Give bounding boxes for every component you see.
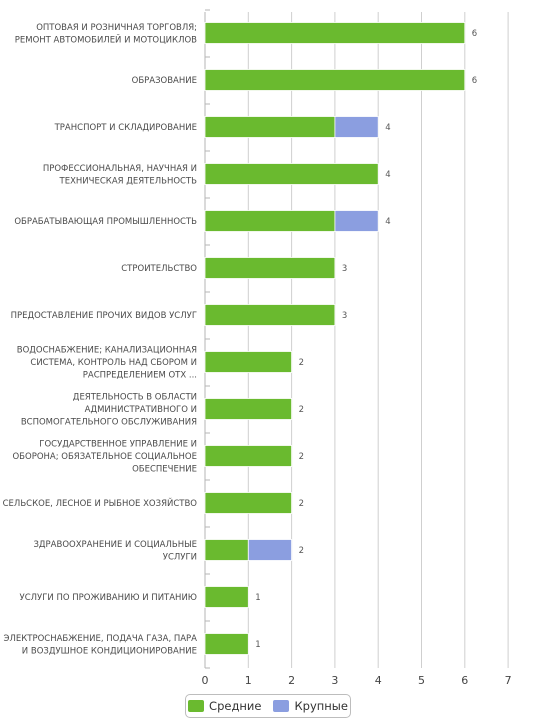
bar-medium[interactable] bbox=[204, 210, 336, 232]
category-labels: ОПТОВАЯ И РОЗНИЧНАЯ ТОРГОВЛЯ; РЕМОНТ АВТО… bbox=[3, 23, 198, 657]
grid-lines bbox=[247, 12, 509, 668]
bar-medium[interactable] bbox=[204, 398, 292, 420]
bar-large[interactable] bbox=[334, 116, 379, 138]
category-label: СЕЛЬСКОЕ, ЛЕСНОЕ И РЫБНОЕ ХОЗЯЙСТВО bbox=[3, 497, 198, 509]
legend-label-large: Крупные bbox=[294, 699, 348, 713]
bar-medium[interactable] bbox=[204, 351, 292, 373]
value-label: 6 bbox=[472, 76, 477, 86]
category-label: ГОСУДАРСТВЕННОЕ УПРАВЛЕНИЕ И ОБОРОНА; ОБЯ… bbox=[12, 440, 197, 475]
bar-chart: ОПТОВАЯ И РОЗНИЧНАЯ ТОРГОВЛЯ; РЕМОНТ АВТО… bbox=[3, 9, 512, 687]
category-label: ОПТОВАЯ И РОЗНИЧНАЯ ТОРГОВЛЯ; РЕМОНТ АВТО… bbox=[15, 23, 197, 46]
bar-medium[interactable] bbox=[204, 69, 466, 91]
x-axis-ticks: 0 1 2 3 4 5 6 7 bbox=[202, 674, 512, 687]
value-label: 2 bbox=[299, 358, 304, 368]
bar-medium[interactable] bbox=[204, 304, 336, 326]
legend-item-medium[interactable]: Средние bbox=[188, 699, 261, 713]
value-label: 4 bbox=[385, 123, 390, 133]
bar-medium[interactable] bbox=[204, 22, 466, 44]
value-label: 1 bbox=[255, 640, 260, 650]
x-tick-label: 1 bbox=[245, 674, 252, 687]
category-label: ДЕЯТЕЛЬНОСТЬ В ОБЛАСТИ АДМИНИСТРАТИВНОГО … bbox=[21, 393, 197, 428]
bar-large[interactable] bbox=[247, 539, 293, 561]
value-label: 6 bbox=[472, 29, 477, 39]
bar-medium[interactable] bbox=[204, 445, 292, 467]
category-label: ВОДОСНАБЖЕНИЕ; КАНАЛИЗАЦИОННАЯ СИСТЕМА, К… bbox=[17, 346, 197, 381]
x-tick-label: 2 bbox=[288, 674, 295, 687]
value-label: 3 bbox=[342, 264, 347, 274]
value-label: 1 bbox=[255, 593, 260, 603]
bars bbox=[204, 22, 466, 655]
legend-item-large[interactable]: Крупные bbox=[273, 699, 348, 713]
bar-medium[interactable] bbox=[204, 539, 249, 561]
x-tick-label: 4 bbox=[375, 674, 382, 687]
value-label: 2 bbox=[299, 452, 304, 462]
category-label: УСЛУГИ ПО ПРОЖИВАНИЮ И ПИТАНИЮ bbox=[20, 593, 197, 603]
value-label: 4 bbox=[385, 170, 390, 180]
bar-large[interactable] bbox=[334, 210, 379, 232]
value-label: 2 bbox=[299, 546, 304, 556]
x-tick-label: 5 bbox=[418, 674, 425, 687]
legend-label-medium: Средние bbox=[209, 699, 262, 713]
category-label: СТРОИТЕЛЬСТВО bbox=[121, 264, 197, 274]
x-tick-label: 6 bbox=[461, 674, 468, 687]
category-axis bbox=[204, 9, 210, 669]
x-tick-label: 0 bbox=[202, 674, 209, 687]
value-label: 2 bbox=[299, 499, 304, 509]
value-label: 2 bbox=[299, 405, 304, 415]
category-label: ПРОФЕССИОНАЛЬНАЯ, НАУЧНАЯ И ТЕХНИЧЕСКАЯ Д… bbox=[43, 164, 197, 187]
legend-swatch-large bbox=[273, 700, 290, 712]
value-label: 4 bbox=[385, 217, 390, 227]
x-tick-label: 7 bbox=[505, 674, 512, 687]
bar-medium[interactable] bbox=[204, 586, 249, 608]
bar-medium[interactable] bbox=[204, 492, 292, 514]
category-label: ПРЕДОСТАВЛЕНИЕ ПРОЧИХ ВИДОВ УСЛУГ bbox=[11, 311, 197, 321]
category-label: ТРАНСПОРТ И СКЛАДИРОВАНИЕ bbox=[54, 123, 197, 133]
x-tick-label: 3 bbox=[331, 674, 338, 687]
category-label: ЗДРАВООХРАНЕНИЕ И СОЦИАЛЬНЫЕ УСЛУГИ bbox=[33, 540, 197, 563]
category-label: ОБРАБАТЫВАЮЩАЯ ПРОМЫШЛЕННОСТЬ bbox=[14, 217, 197, 227]
bar-medium[interactable] bbox=[204, 633, 249, 655]
chart-legend: Средние Крупные bbox=[185, 694, 351, 718]
value-labels: 6 6 4 4 4 3 3 2 2 2 2 2 1 1 bbox=[255, 29, 477, 650]
category-label: ОБРАЗОВАНИЕ bbox=[132, 76, 197, 86]
bar-medium[interactable] bbox=[204, 163, 379, 185]
value-label: 3 bbox=[342, 311, 347, 321]
bar-medium[interactable] bbox=[204, 116, 336, 138]
bar-medium[interactable] bbox=[204, 257, 336, 279]
category-label: ЭЛЕКТРОСНАБЖЕНИЕ, ПОДАЧА ГАЗА, ПАРА И ВОЗ… bbox=[4, 634, 198, 657]
legend-swatch-medium bbox=[188, 700, 205, 712]
